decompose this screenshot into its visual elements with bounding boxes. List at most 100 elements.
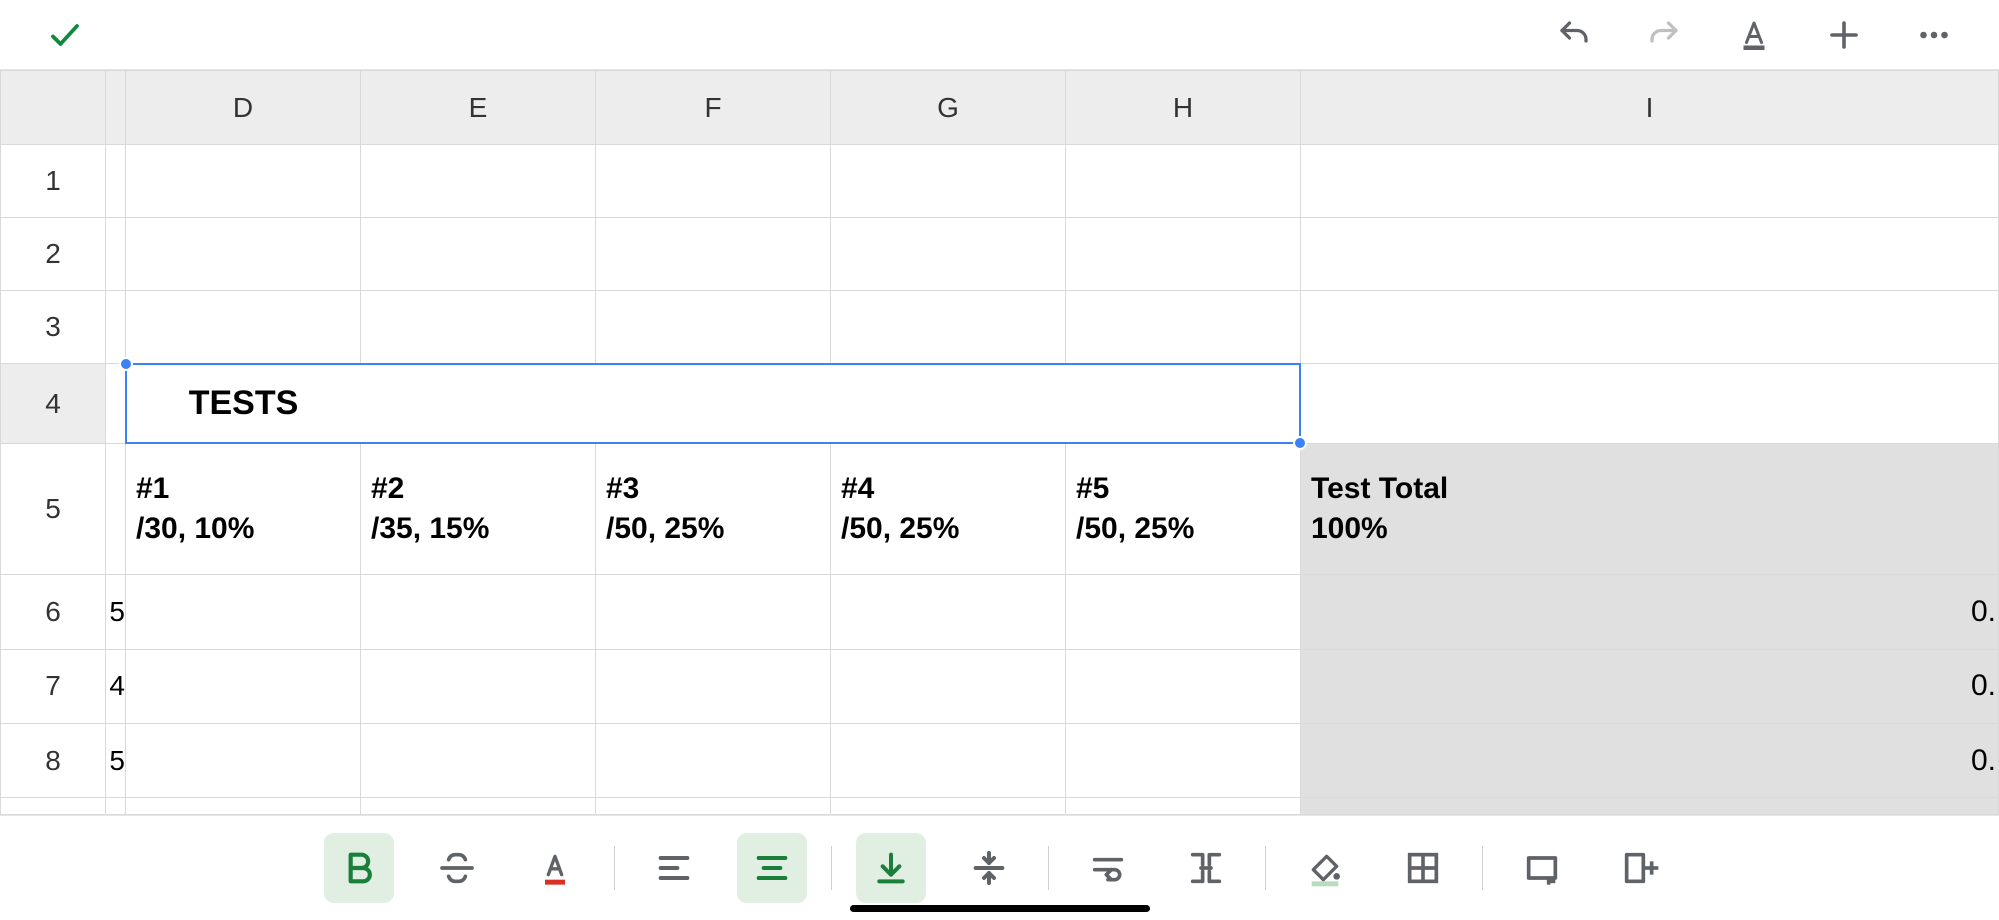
insert-comment-button[interactable] <box>1507 833 1577 903</box>
cell[interactable]: #4 /50, 25% <box>831 444 1066 575</box>
cell[interactable] <box>1301 291 1999 364</box>
column-header[interactable]: H <box>1066 71 1301 145</box>
cell[interactable]: 0. <box>1301 575 1999 649</box>
redo-button[interactable] <box>1619 0 1709 70</box>
row-header[interactable]: 4 <box>1 364 106 444</box>
row-header[interactable]: 7 <box>1 649 106 723</box>
insert-sheet-button[interactable] <box>1605 833 1675 903</box>
cell[interactable] <box>1301 798 1999 815</box>
cell[interactable] <box>106 444 126 575</box>
cell[interactable] <box>831 575 1066 649</box>
halign-left-button[interactable] <box>639 833 709 903</box>
cell[interactable] <box>831 218 1066 291</box>
column-header[interactable]: F <box>596 71 831 145</box>
cell[interactable] <box>126 724 361 798</box>
cell[interactable]: Test Total 100% <box>1301 444 1999 575</box>
cell[interactable] <box>126 649 361 723</box>
cell[interactable] <box>1066 724 1301 798</box>
selected-range[interactable]: TESTS <box>126 364 1301 444</box>
undo-button[interactable] <box>1529 0 1619 70</box>
cell[interactable] <box>596 145 831 218</box>
cell[interactable]: #5 /50, 25% <box>1066 444 1301 575</box>
cell[interactable]: #1 /30, 10% <box>126 444 361 575</box>
cell[interactable] <box>106 291 126 364</box>
row-header[interactable]: 8 <box>1 724 106 798</box>
cell[interactable] <box>596 218 831 291</box>
bold-button[interactable] <box>324 833 394 903</box>
text-color-button[interactable] <box>1709 0 1799 70</box>
valign-middle-button[interactable] <box>954 833 1024 903</box>
cell[interactable] <box>106 218 126 291</box>
cell[interactable] <box>831 798 1066 815</box>
cell[interactable] <box>1066 218 1301 291</box>
cell[interactable] <box>1066 575 1301 649</box>
cell[interactable]: 0. <box>1301 649 1999 723</box>
cell[interactable] <box>831 291 1066 364</box>
insert-button[interactable] <box>1799 0 1889 70</box>
select-all-corner[interactable] <box>1 71 106 145</box>
valign-bottom-button[interactable] <box>856 833 926 903</box>
cell[interactable] <box>831 649 1066 723</box>
cell[interactable] <box>596 798 831 815</box>
cell[interactable] <box>126 218 361 291</box>
cell[interactable]: #3 /50, 25% <box>596 444 831 575</box>
merge-cells-button[interactable] <box>1171 833 1241 903</box>
cell[interactable] <box>361 798 596 815</box>
cell[interactable] <box>1301 364 1999 444</box>
cell[interactable] <box>361 724 596 798</box>
column-header[interactable]: I <box>1301 71 1999 145</box>
cell[interactable] <box>126 575 361 649</box>
cell[interactable] <box>126 291 361 364</box>
cell[interactable] <box>361 649 596 723</box>
cell[interactable] <box>1066 291 1301 364</box>
cell[interactable] <box>106 798 126 815</box>
cell[interactable] <box>361 291 596 364</box>
cell[interactable] <box>1066 649 1301 723</box>
valign-middle-icon <box>969 848 1009 888</box>
cell[interactable] <box>596 649 831 723</box>
strikethrough-button[interactable] <box>422 833 492 903</box>
cell[interactable]: #2 /35, 15% <box>361 444 596 575</box>
column-header[interactable]: D <box>126 71 361 145</box>
cell[interactable] <box>106 145 126 218</box>
cell[interactable]: 0. <box>1301 724 1999 798</box>
borders-button[interactable] <box>1388 833 1458 903</box>
cell[interactable]: 5 <box>106 724 126 798</box>
column-header[interactable]: G <box>831 71 1066 145</box>
cell[interactable] <box>1301 145 1999 218</box>
cell[interactable] <box>361 145 596 218</box>
wrap-text-button[interactable] <box>1073 833 1143 903</box>
cell[interactable] <box>596 291 831 364</box>
row-header[interactable]: 2 <box>1 218 106 291</box>
wrap-icon <box>1088 848 1128 888</box>
row-header[interactable]: 5 <box>1 444 106 575</box>
row-header[interactable]: 6 <box>1 575 106 649</box>
cell[interactable] <box>831 724 1066 798</box>
cell[interactable] <box>361 218 596 291</box>
row-header[interactable]: 1 <box>1 145 106 218</box>
cell[interactable] <box>126 798 361 815</box>
column-header[interactable]: E <box>361 71 596 145</box>
cell[interactable] <box>106 364 126 444</box>
confirm-button[interactable] <box>20 0 110 70</box>
cell[interactable] <box>126 145 361 218</box>
cell[interactable] <box>361 575 596 649</box>
row-header[interactable]: 3 <box>1 291 106 364</box>
cell[interactable] <box>1066 798 1301 815</box>
more-button[interactable] <box>1889 0 1979 70</box>
cell[interactable] <box>1066 145 1301 218</box>
halign-center-button[interactable] <box>737 833 807 903</box>
format-toolbar <box>0 815 1999 920</box>
check-icon <box>47 17 83 53</box>
fill-color-button[interactable] <box>1290 833 1360 903</box>
row-header[interactable] <box>1 798 106 815</box>
cell[interactable] <box>831 145 1066 218</box>
font-color-button[interactable] <box>520 833 590 903</box>
cell[interactable] <box>1301 218 1999 291</box>
column-header[interactable] <box>106 71 126 145</box>
cell[interactable]: 5 <box>106 575 126 649</box>
spreadsheet-grid[interactable]: D E F G H I 1 2 3 4 TESTS <box>0 70 1999 815</box>
cell[interactable] <box>596 575 831 649</box>
cell[interactable] <box>596 724 831 798</box>
cell[interactable]: 4 <box>106 649 126 723</box>
